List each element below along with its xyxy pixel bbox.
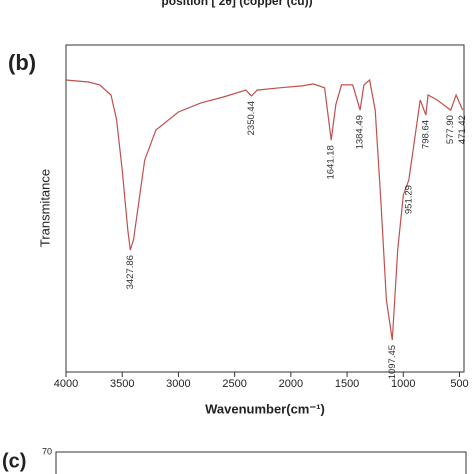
peak-label: 798.64 [420,120,431,149]
x-tick-label: 1000 [391,378,415,390]
header-text: position [ 2θ] (copper (cu)) [161,0,312,8]
peak-label: 1641.18 [326,145,337,179]
peak-label: 471.42 [457,115,468,144]
x-axis-label: Wavenumber(cm⁻¹) [205,401,325,416]
next-panel-tick: 70 [42,446,52,456]
plot-frame [65,44,465,373]
x-tick-label: 2000 [279,378,303,390]
next-panel-label: (c) [2,450,26,472]
x-tick-label: 3000 [166,378,190,390]
peak-label: 1384.49 [355,115,366,149]
peak-label: 3427.86 [125,255,136,289]
peak-label: 951.29 [403,185,414,214]
panel-label: (b) [8,50,36,75]
x-tick-label: 2500 [222,378,246,390]
y-axis-label: Transmitance [37,169,52,247]
spectrum-line [65,78,464,341]
peak-label: 1097.45 [387,345,398,379]
peak-label: 2350.44 [246,101,257,135]
peak-label: 577.90 [445,115,456,144]
next-panel-frame [55,451,467,474]
x-tick-label: 3500 [110,378,134,390]
x-tick-label: 1500 [335,378,359,390]
x-tick-label: 500 [450,378,468,390]
x-tick-label: 4000 [54,378,78,390]
